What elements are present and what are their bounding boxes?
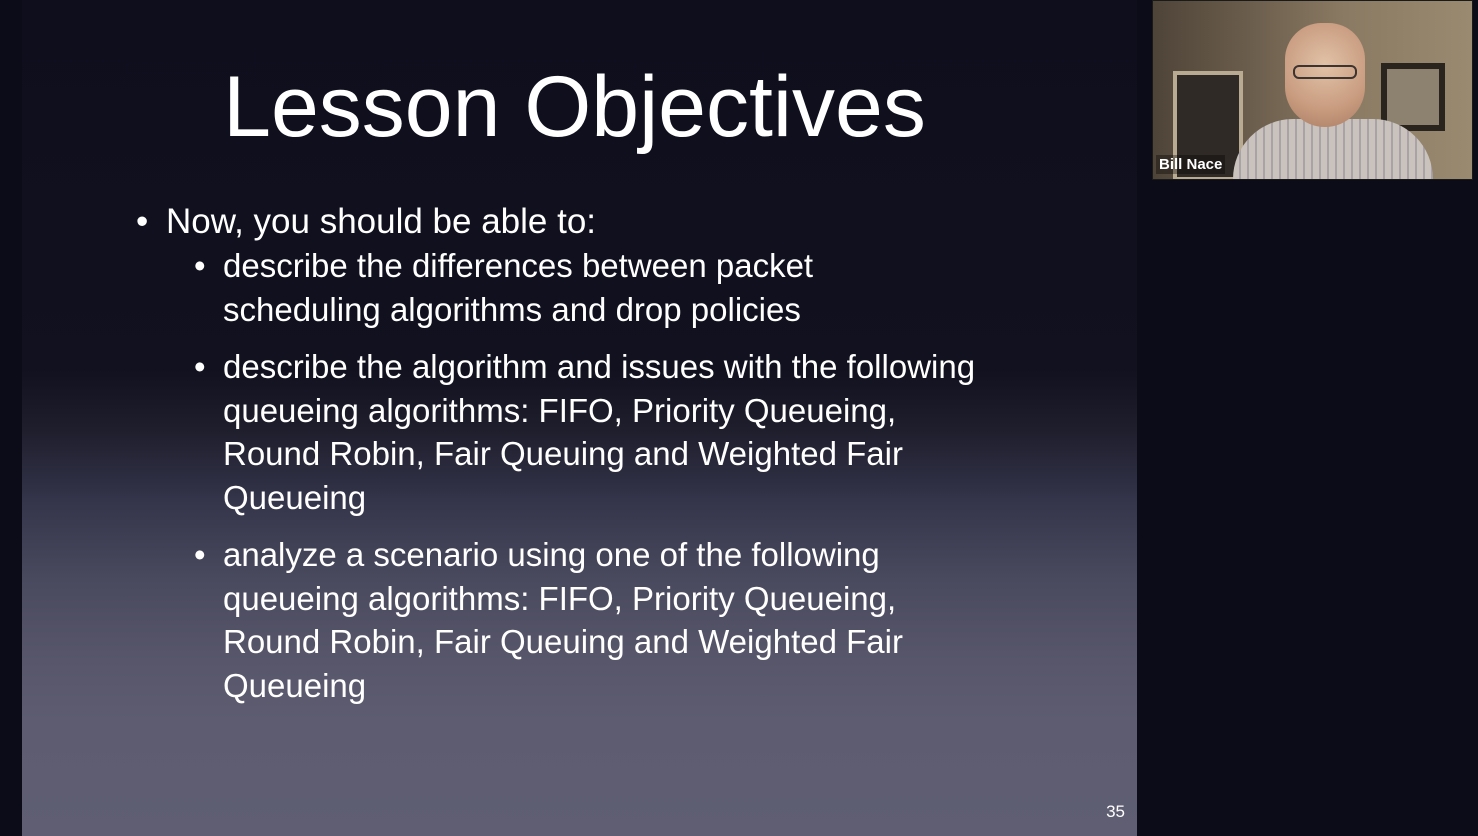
slide-title: Lesson Objectives — [223, 59, 926, 155]
bullet-text: Now, you should be able to: — [166, 202, 597, 241]
participant-video-tile[interactable]: Bill Nace — [1152, 0, 1473, 180]
bullet-list: Now, you should be able to: describe the… — [136, 200, 976, 721]
slide-page-number: 35 — [1106, 802, 1125, 821]
sub-bullet-item: analyze a scenario using one of the foll… — [166, 533, 976, 707]
presentation-slide: Lesson Objectives Now, you should be abl… — [22, 0, 1137, 836]
sub-bullet-item: describe the algorithm and issues with t… — [166, 345, 976, 519]
participant-name-label: Bill Nace — [1156, 155, 1226, 174]
participant-body — [1233, 119, 1433, 179]
background-picture-frame — [1381, 63, 1445, 131]
bullet-item: Now, you should be able to: describe the… — [136, 200, 976, 707]
background-door — [1173, 71, 1243, 179]
participant-glasses — [1293, 65, 1357, 79]
sub-bullet-item: describe the differences between packet … — [166, 244, 976, 331]
sub-bullet-list: describe the differences between packet … — [166, 244, 976, 707]
